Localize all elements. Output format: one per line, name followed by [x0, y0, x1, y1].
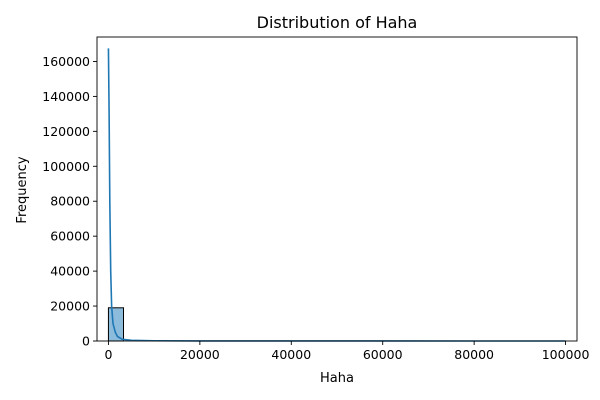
- histogram-bar-0: [107, 307, 125, 342]
- y-tick-label-100000: 100000: [42, 159, 90, 174]
- x-tick-label-0: 0: [104, 347, 112, 362]
- plot-frame: [96, 36, 578, 342]
- x-tick-label-100000: 100000: [542, 347, 590, 362]
- x-tick-label-40000: 40000: [271, 347, 311, 362]
- y-tick-label-120000: 120000: [42, 124, 90, 139]
- y-tick-label-40000: 40000: [50, 264, 90, 279]
- y-tick-label-20000: 20000: [50, 299, 90, 314]
- axes: 0 20000 40000 60000 80000 100000 0 20000 40000 60…: [42, 36, 590, 362]
- plot-area: [107, 48, 566, 342]
- x-tick-label-20000: 20000: [180, 347, 220, 362]
- y-tick-label-0: 0: [82, 334, 90, 349]
- y-tick-label-160000: 160000: [42, 54, 90, 69]
- y-tick-label-80000: 80000: [50, 194, 90, 209]
- x-axis-label: Haha: [320, 371, 354, 386]
- chart-title: Distribution of Haha: [257, 13, 418, 32]
- y-axis-label: Frequency: [15, 156, 30, 223]
- y-tick-label-140000: 140000: [42, 89, 90, 104]
- x-tick-label-60000: 60000: [363, 347, 403, 362]
- y-tick-label-60000: 60000: [50, 229, 90, 244]
- kde-line: [107, 48, 566, 342]
- x-tick-label-80000: 80000: [454, 347, 494, 362]
